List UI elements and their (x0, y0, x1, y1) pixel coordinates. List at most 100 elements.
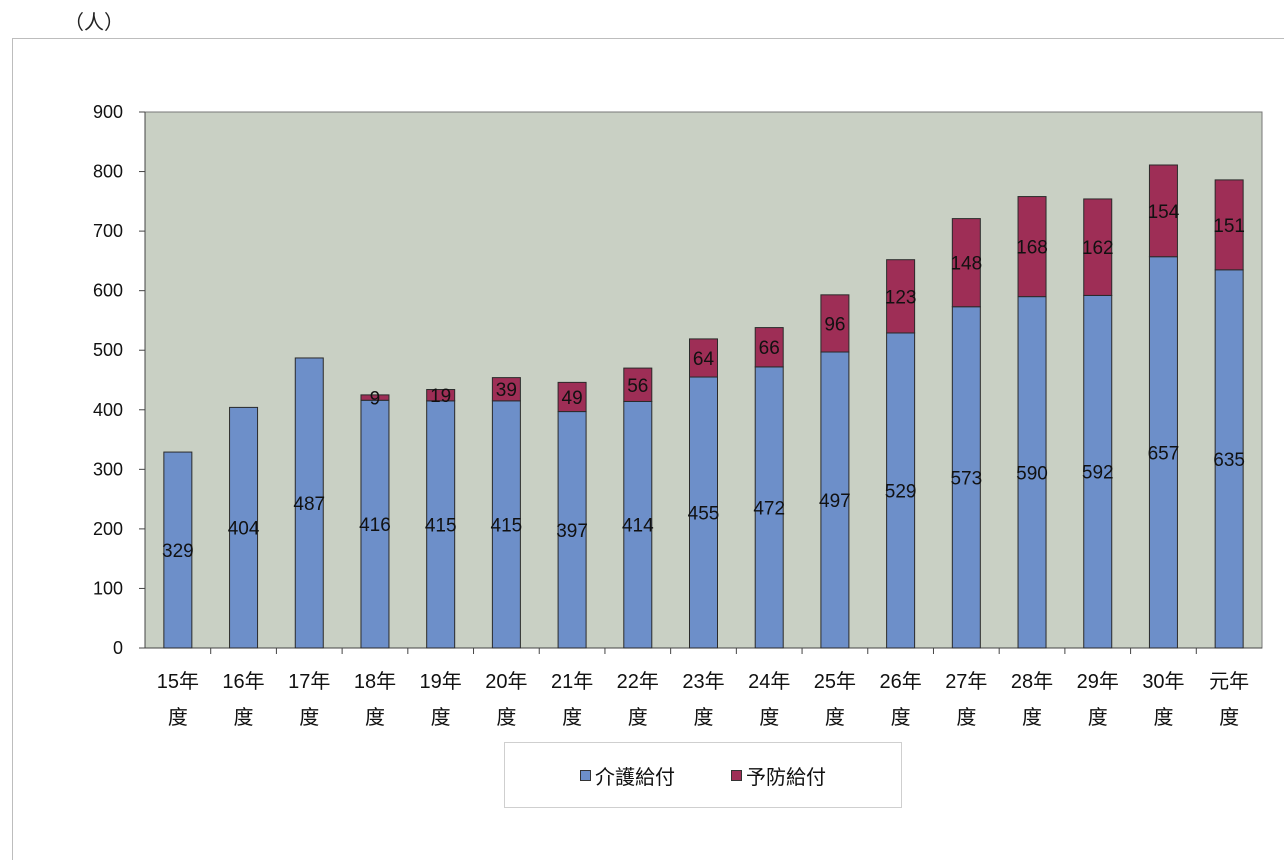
data-label-prevention: 49 (562, 388, 583, 409)
bar-care (1017, 296, 1047, 649)
x-category-label-bottom: 度 (431, 706, 451, 729)
data-label-care: 329 (162, 541, 194, 562)
bar-care (491, 400, 521, 649)
x-category-label-top: 元年 (1209, 670, 1249, 693)
bar-prevention (1214, 179, 1244, 271)
data-label-prevention: 9 (370, 389, 381, 410)
x-category-label-bottom: 度 (1219, 706, 1239, 729)
y-tick-label: 800 (93, 162, 123, 182)
data-label-prevention: 64 (693, 349, 715, 370)
data-label-prevention: 19 (430, 386, 451, 407)
bar-prevention (557, 381, 587, 413)
y-unit-label: （人） (64, 12, 124, 34)
bar-care (557, 411, 587, 649)
data-label-prevention: 154 (1148, 202, 1180, 223)
bar-prevention (886, 259, 916, 334)
x-category-label-bottom: 度 (365, 706, 385, 729)
data-label-prevention: 66 (759, 338, 780, 359)
x-category-label-bottom: 度 (956, 706, 976, 729)
bar-care (623, 400, 653, 649)
x-category-label-bottom: 度 (562, 706, 582, 729)
x-category-label-bottom: 度 (628, 706, 648, 729)
x-category-label-top: 26年 (879, 670, 921, 693)
data-label-care: 487 (293, 494, 325, 515)
bar-care (886, 332, 916, 649)
y-tick-label: 100 (93, 578, 123, 598)
bar-prevention (360, 394, 390, 401)
bar-care (1148, 256, 1178, 649)
data-label-care: 657 (1148, 443, 1180, 464)
bar-prevention (623, 367, 653, 402)
data-label-care: 404 (228, 519, 260, 540)
x-category-label-top: 19年 (420, 670, 462, 693)
bar-prevention (426, 389, 456, 402)
data-label-prevention: 123 (885, 287, 917, 308)
y-tick-label: 600 (93, 281, 123, 301)
y-tick-label: 300 (93, 459, 123, 479)
bar-care (951, 306, 981, 649)
x-category-label-top: 18年 (354, 670, 396, 693)
bar-care (820, 351, 850, 649)
x-category-label-top: 17年 (288, 670, 330, 693)
x-category-label-bottom: 度 (299, 706, 319, 729)
bar-prevention (951, 218, 981, 308)
legend-swatch-care (580, 769, 591, 781)
data-label-care: 397 (556, 521, 588, 542)
y-tick-label: 500 (93, 340, 123, 360)
bar-prevention (1083, 198, 1113, 296)
bar-care (426, 400, 456, 649)
chart-frame (12, 38, 1284, 860)
bar-care (294, 357, 324, 649)
x-category-label-bottom: 度 (496, 706, 516, 729)
data-label-prevention: 151 (1213, 216, 1245, 237)
x-category-label-bottom: 度 (1022, 706, 1042, 729)
legend-swatch-prevention (731, 769, 742, 781)
x-category-label-top: 23年 (682, 670, 724, 693)
x-category-label-bottom: 度 (891, 706, 911, 729)
x-category-label-top: 16年 (222, 670, 264, 693)
legend-item-prevention: 予防給付 (731, 761, 826, 790)
bar-prevention (820, 294, 850, 353)
data-label-care: 416 (359, 515, 391, 536)
bar-care (1083, 294, 1113, 649)
bar-prevention (689, 338, 718, 378)
x-category-label-top: 21年 (551, 670, 593, 693)
bar-care (689, 376, 718, 649)
bar-care (229, 406, 259, 649)
bar-care (360, 399, 390, 649)
data-label-care: 529 (885, 481, 917, 502)
x-category-label-bottom: 度 (1153, 706, 1173, 729)
data-label-care: 414 (622, 516, 654, 537)
data-label-care: 455 (688, 504, 720, 525)
x-category-label-bottom: 度 (759, 706, 779, 729)
data-label-care: 497 (819, 491, 851, 512)
y-tick-label: 200 (93, 519, 123, 539)
y-tick-label: 400 (93, 400, 123, 420)
data-label-prevention: 96 (824, 314, 845, 335)
data-label-care: 590 (1016, 463, 1048, 484)
data-label-care: 573 (950, 468, 982, 489)
x-category-label-bottom: 度 (168, 706, 188, 729)
x-category-label-top: 29年 (1077, 670, 1119, 693)
bar-prevention (491, 377, 521, 402)
data-label-prevention: 168 (1016, 238, 1048, 259)
x-category-label-top: 25年 (814, 670, 856, 693)
x-category-label-top: 24年 (748, 670, 790, 693)
x-category-label-top: 20年 (485, 670, 527, 693)
legend-item-care: 介護給付 (580, 761, 675, 790)
x-category-label-top: 30年 (1142, 670, 1184, 693)
x-category-label-top: 27年 (945, 670, 987, 693)
data-label-prevention: 56 (627, 376, 648, 397)
data-label-care: 472 (753, 498, 785, 519)
legend-label-care: 介護給付 (595, 764, 675, 789)
bar-care (163, 451, 193, 649)
x-category-label-top: 28年 (1011, 670, 1053, 693)
data-label-care: 415 (491, 515, 523, 536)
x-category-label-bottom: 度 (694, 706, 714, 729)
y-tick-label: 0 (113, 638, 123, 658)
y-tick-label: 900 (93, 102, 123, 122)
legend: 介護給付 予防給付 (504, 742, 902, 808)
x-category-label-bottom: 度 (1088, 706, 1108, 729)
x-category-label-bottom: 度 (234, 706, 254, 729)
